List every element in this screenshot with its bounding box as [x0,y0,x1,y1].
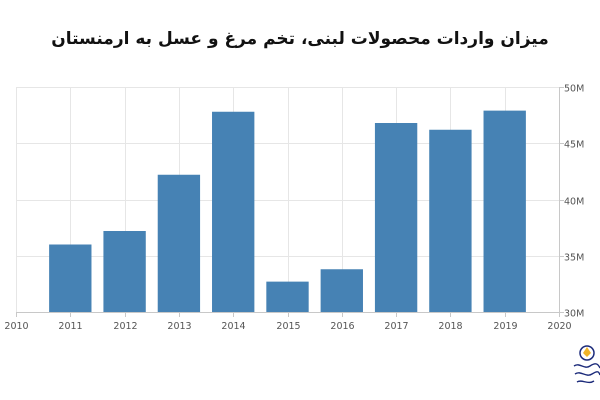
bar-2012 [103,231,146,312]
y-tick-label: 50M [564,84,584,95]
x-tick-label: 2015 [276,321,300,332]
bars [49,110,526,312]
y-tick-label: 35M [564,253,584,264]
publisher-logo [573,345,600,384]
axes: 30M 35M 40M 45M 50M 2010 2011 2012 2013 2014 2015 2… [4,84,584,333]
logo-calligraphy-icon [573,363,600,384]
x-tick-label: 2020 [547,321,571,332]
x-tick-label: 2017 [384,321,408,332]
x-tick-label: 2013 [167,321,191,332]
chart-title: میزان واردات محصولات لبنی، تخم مرغ و عسل… [51,29,549,49]
y-tick-label: 30M [564,309,584,320]
x-tick-label: 2018 [438,321,462,332]
x-tick-label: 2019 [493,321,517,332]
bar-2019 [483,110,526,312]
x-tick-label: 2014 [221,321,245,332]
bar-2013 [157,174,201,312]
x-tick-label: 2010 [4,321,28,332]
logo-ring-icon [579,345,595,361]
grid-lines [16,87,560,312]
bar-2014 [212,111,255,312]
bar-2015 [266,281,309,312]
x-tick-label: 2011 [58,321,82,332]
logo-emblem-icon [583,347,591,357]
y-tick-label: 45M [564,140,584,151]
x-tick-label: 2012 [113,321,137,332]
bar-2011 [49,244,92,312]
bar-2016 [320,269,363,312]
x-tick-label: 2016 [330,321,354,332]
y-tick-label: 40M [564,197,584,208]
bar-2017 [374,123,418,312]
bar-2018 [429,129,472,312]
